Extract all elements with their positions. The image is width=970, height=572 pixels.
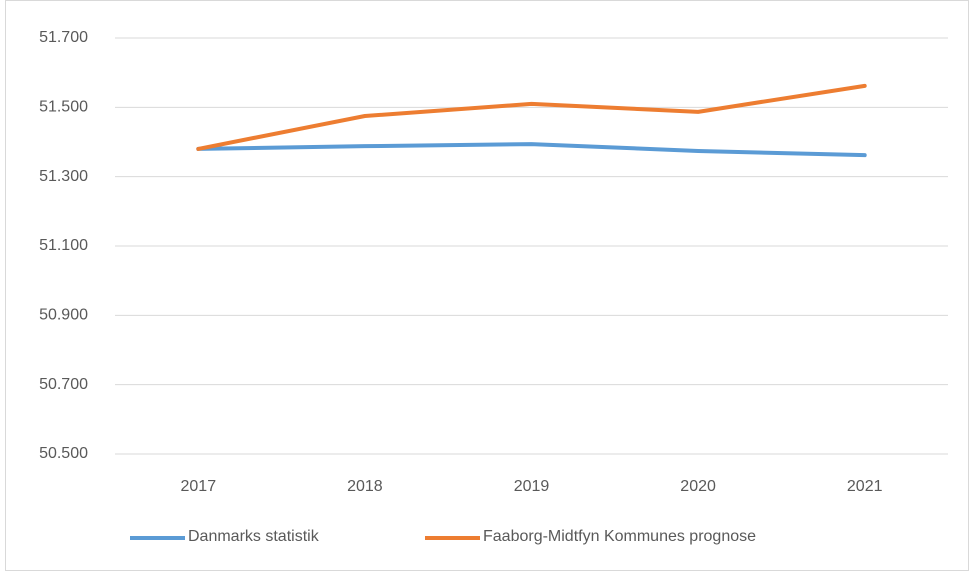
legend-label: Faaborg-Midtfyn Kommunes prognose [483, 528, 756, 545]
chart-frame [5, 0, 969, 571]
x-tick-label: 2020 [680, 478, 716, 495]
x-tick-label: 2018 [347, 478, 383, 495]
y-tick-label: 51.500 [39, 99, 88, 116]
x-tick-label: 2019 [514, 478, 550, 495]
y-tick-label: 51.300 [39, 168, 88, 185]
y-tick-label: 50.500 [39, 445, 88, 462]
x-tick-label: 2021 [847, 478, 883, 495]
y-tick-label: 51.700 [39, 29, 88, 46]
x-tick-label: 2017 [181, 478, 217, 495]
series-line [196, 142, 867, 158]
y-tick-label: 50.700 [39, 376, 88, 393]
series-line [196, 83, 867, 151]
legend-label: Danmarks statistik [188, 528, 320, 545]
y-tick-label: 50.900 [39, 307, 88, 324]
y-tick-label: 51.100 [39, 237, 88, 254]
